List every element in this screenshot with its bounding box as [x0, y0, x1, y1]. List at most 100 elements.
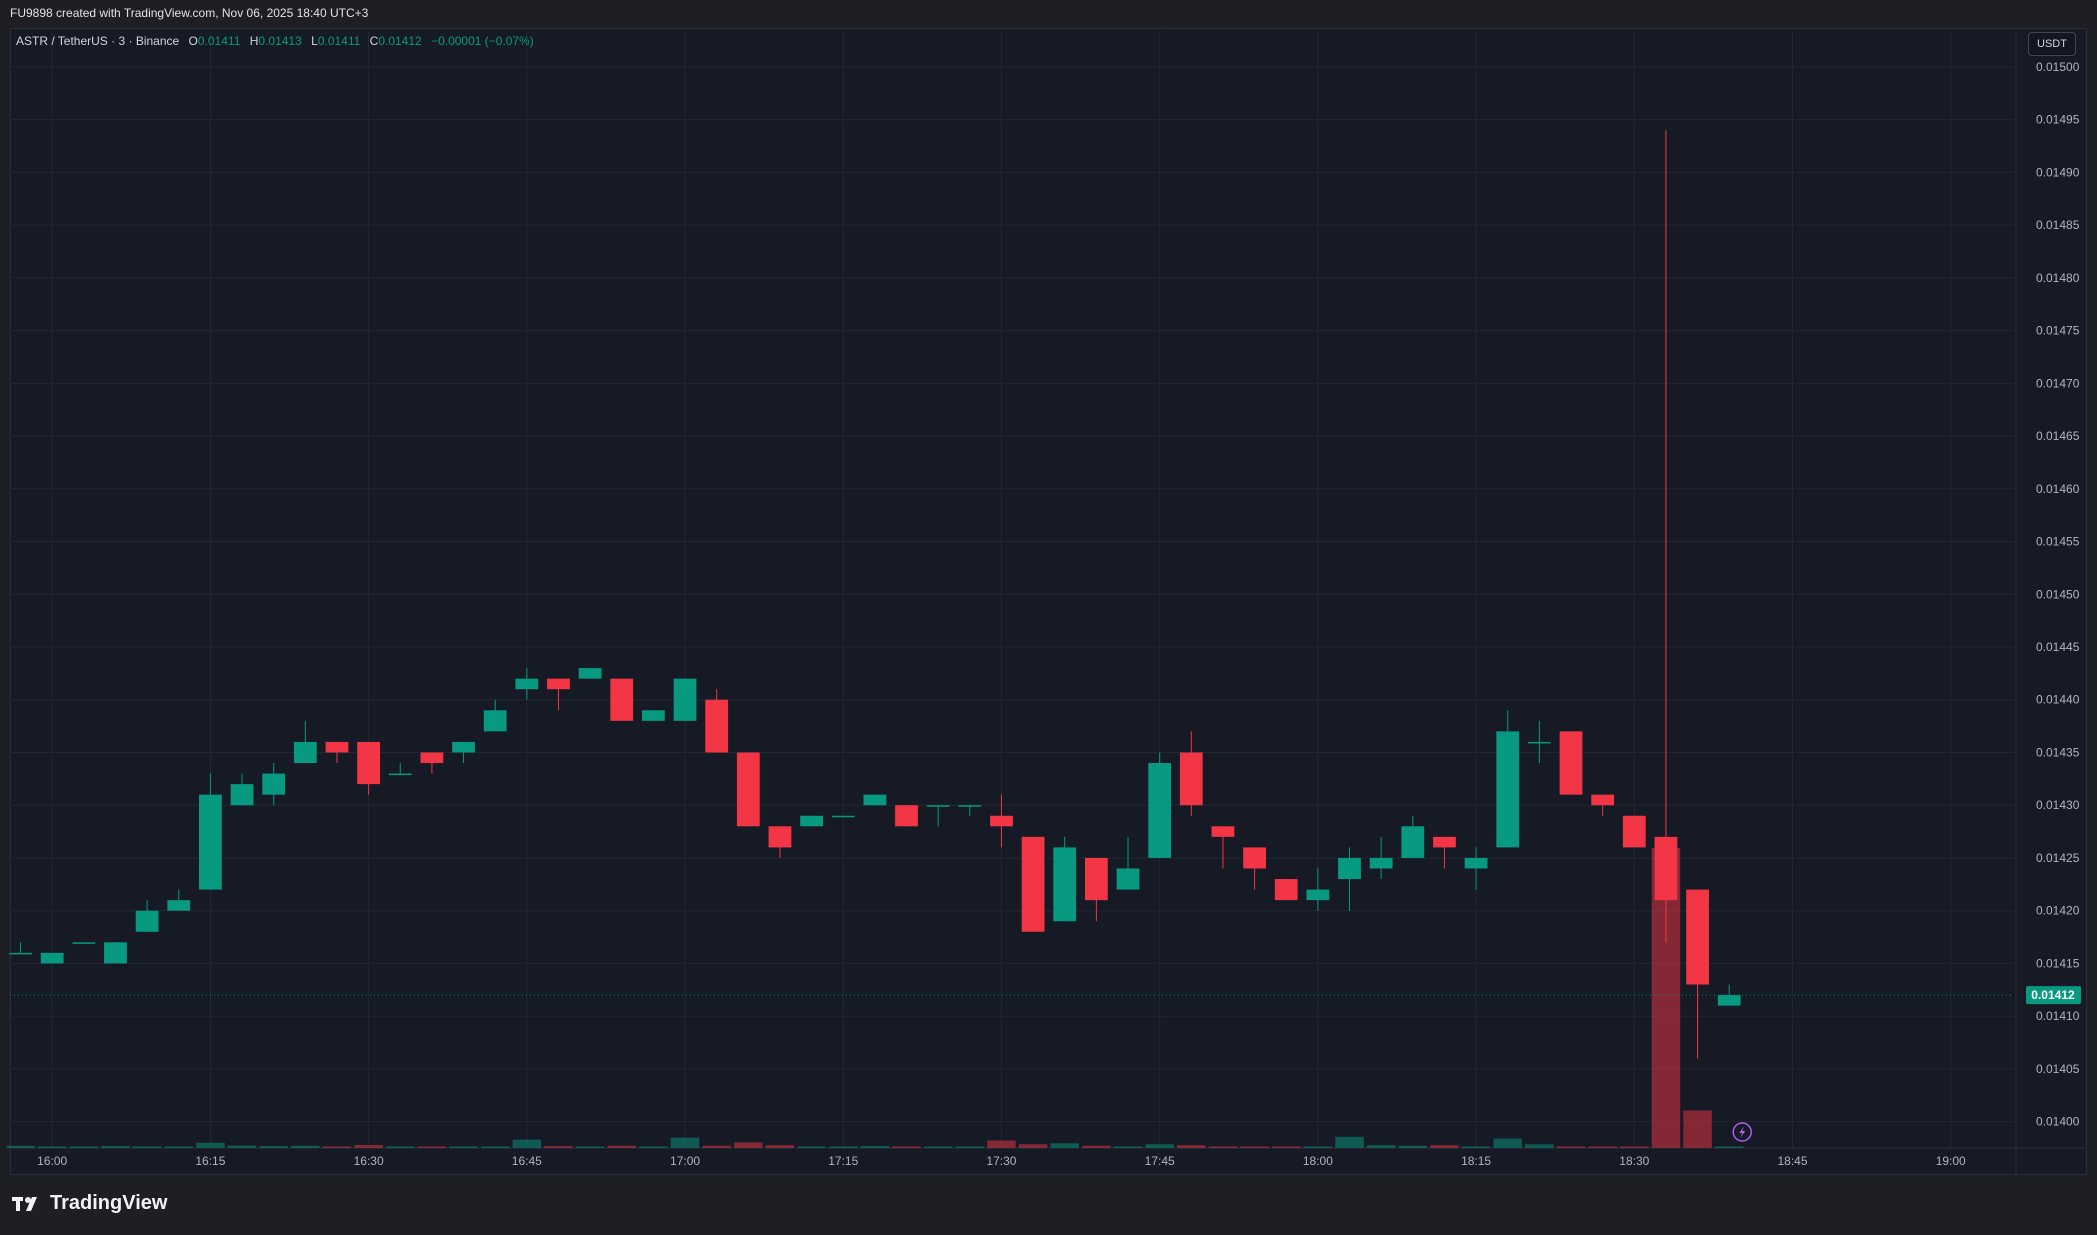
tradingview-logo-icon [12, 1196, 37, 1211]
volume-bar [670, 1137, 700, 1148]
volume-bar [37, 1146, 67, 1148]
volume-bar [639, 1146, 668, 1148]
candle-up [483, 710, 507, 732]
candle-up [9, 952, 32, 955]
volume-bar [544, 1146, 573, 1148]
lightning-bolt [1739, 1126, 1746, 1138]
candle-down [1179, 752, 1203, 806]
candle-up [1369, 857, 1393, 869]
volume-bar [354, 1145, 383, 1148]
y-tick-label: 0.01450 [2036, 587, 2080, 601]
candle-down [1243, 847, 1266, 869]
chart-pane[interactable] [10, 28, 2087, 1175]
candle-up [958, 805, 982, 807]
volume-bar [322, 1146, 352, 1148]
volume-bar [1620, 1146, 1649, 1148]
low-value: 0.01411 [317, 34, 361, 48]
candle-down [768, 826, 792, 848]
y-tick-label: 0.01480 [2036, 271, 2080, 285]
volume-bar [1050, 1143, 1079, 1148]
volume-bar [734, 1142, 763, 1148]
candle-down [895, 805, 918, 827]
candle-up [104, 942, 127, 964]
candle-up [926, 805, 950, 807]
candle-down [1622, 815, 1646, 848]
y-tick-label: 0.01420 [2036, 904, 2080, 918]
candle-up [293, 741, 317, 764]
x-tick-label: 17:00 [670, 1154, 700, 1168]
candle-up [1148, 763, 1172, 858]
candle-down [1211, 826, 1235, 837]
candle-up [863, 794, 887, 806]
candle-down [1433, 836, 1456, 848]
tradingview-brand[interactable]: TradingView [12, 1192, 167, 1215]
volume-bar [512, 1139, 542, 1148]
candle-up [1116, 868, 1140, 890]
volume-bar [702, 1145, 731, 1148]
change-value: −0.00001 (−0.07%) [431, 34, 534, 48]
y-tick-label: 0.01430 [2036, 798, 2080, 812]
symbol-name[interactable]: ASTR / TetherUS · 3 · Binance [16, 34, 180, 48]
volume-bar [1366, 1145, 1396, 1148]
open-value: 0.01411 [197, 34, 241, 48]
candle-down [705, 699, 729, 753]
volume-bar [480, 1146, 510, 1148]
volume-bar [892, 1146, 921, 1148]
volume-bar [829, 1146, 858, 1148]
candle-up [230, 784, 254, 806]
candle-up [1464, 857, 1488, 869]
volume-bar [1525, 1144, 1554, 1148]
volume-bar [797, 1146, 826, 1148]
candle-down [325, 741, 349, 753]
volume-bar [1430, 1145, 1459, 1148]
candle-down [1084, 857, 1108, 901]
candle-down [1654, 836, 1678, 901]
y-tick-label: 0.01470 [2036, 376, 2080, 390]
volume-bar [1113, 1146, 1143, 1148]
candle-up [1053, 847, 1077, 922]
x-tick-label: 18:00 [1303, 1154, 1333, 1168]
volume-bar [101, 1146, 130, 1148]
volume-bar [1683, 1110, 1712, 1148]
y-tick-label: 0.01460 [2036, 482, 2080, 496]
volume-bar [1493, 1138, 1522, 1148]
symbol-legend: ASTR / TetherUS · 3 · Binance O0.01411 H… [16, 34, 534, 48]
candle-up [1717, 995, 1741, 1006]
volume-bar [1588, 1146, 1617, 1148]
volume-bar [860, 1146, 890, 1148]
y-tick-label: 0.01435 [2036, 745, 2080, 759]
candle-up [800, 815, 823, 827]
candle-down [547, 678, 570, 690]
close-label: C [369, 34, 379, 48]
y-tick-label: 0.01410 [2036, 1009, 2080, 1023]
candle-up [1306, 889, 1330, 901]
candle-down [1686, 889, 1709, 985]
currency-button[interactable]: USDT [2028, 32, 2076, 56]
last-price-badge [2026, 986, 2081, 1005]
volume-bar [1461, 1146, 1491, 1148]
volume-bar [386, 1146, 415, 1148]
volume-bar [1145, 1144, 1174, 1148]
y-tick-label: 0.01485 [2036, 218, 2080, 232]
candle-down [736, 752, 760, 827]
candle-up [40, 952, 64, 964]
volume-bar [1303, 1146, 1333, 1148]
y-tick-label: 0.01445 [2036, 640, 2080, 654]
volume-bar [164, 1146, 193, 1148]
candle-down [990, 815, 1013, 827]
candle-up [262, 773, 286, 795]
candle-up [199, 794, 222, 890]
y-tick-label: 0.01475 [2036, 324, 2080, 338]
volume-bar [1398, 1145, 1428, 1148]
open-label: O [188, 34, 198, 48]
y-tick-label: 0.01415 [2036, 956, 2080, 970]
close-value: 0.01412 [378, 34, 422, 48]
volume-bar [1714, 1146, 1744, 1148]
volume-bar [1082, 1145, 1111, 1148]
volume-bar [1556, 1146, 1586, 1148]
lightning-icon[interactable] [1732, 1122, 1752, 1142]
x-tick-label: 19:00 [1936, 1154, 1966, 1168]
candle-down [1274, 879, 1298, 901]
volume-bar [765, 1145, 795, 1148]
